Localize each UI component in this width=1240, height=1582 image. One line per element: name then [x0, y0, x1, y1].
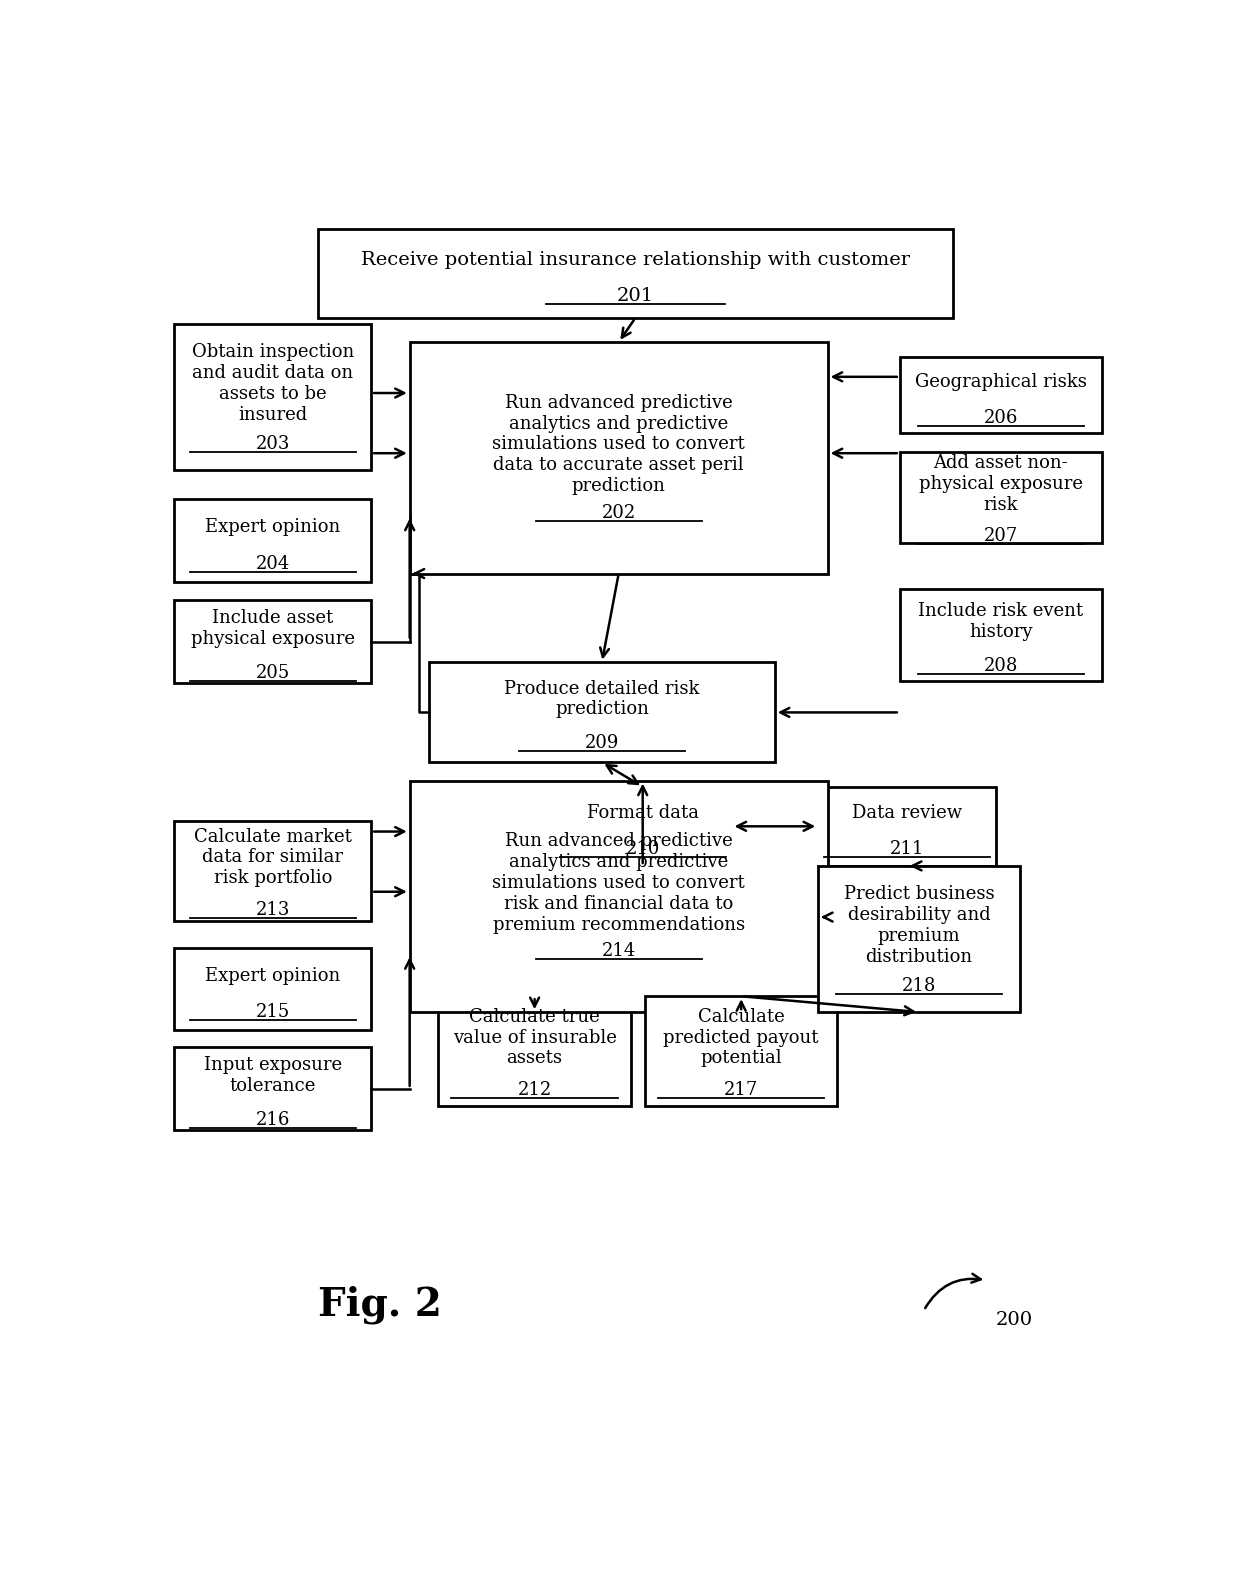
FancyBboxPatch shape — [900, 590, 1101, 680]
FancyBboxPatch shape — [319, 229, 952, 318]
Text: 202: 202 — [601, 503, 636, 522]
Text: Predict business
desirability and
premium
distribution: Predict business desirability and premiu… — [843, 886, 994, 965]
FancyBboxPatch shape — [174, 324, 371, 470]
Text: 215: 215 — [255, 1003, 290, 1020]
FancyBboxPatch shape — [900, 356, 1101, 433]
Text: Format data: Format data — [587, 804, 698, 823]
Text: 218: 218 — [901, 976, 936, 995]
Text: 200: 200 — [996, 1311, 1033, 1329]
FancyBboxPatch shape — [439, 997, 631, 1106]
Text: Produce detailed risk
prediction: Produce detailed risk prediction — [505, 680, 699, 718]
FancyBboxPatch shape — [174, 821, 371, 921]
Text: Expert opinion: Expert opinion — [205, 519, 340, 536]
Text: Receive potential insurance relationship with customer: Receive potential insurance relationship… — [361, 252, 910, 269]
Text: 208: 208 — [983, 657, 1018, 676]
Text: 209: 209 — [585, 734, 619, 753]
Text: Run advanced predictive
analytics and predictive
simulations used to convert
ris: Run advanced predictive analytics and pr… — [492, 832, 745, 933]
Text: 213: 213 — [255, 900, 290, 919]
FancyBboxPatch shape — [174, 600, 371, 683]
Text: Add asset non-
physical exposure
risk: Add asset non- physical exposure risk — [919, 454, 1083, 514]
Text: Fig. 2: Fig. 2 — [319, 1285, 443, 1324]
Text: Obtain inspection
and audit data on
assets to be
insured: Obtain inspection and audit data on asse… — [192, 343, 353, 424]
Text: 210: 210 — [625, 840, 660, 859]
Text: 212: 212 — [517, 1081, 552, 1099]
Text: Calculate
predicted payout
potential: Calculate predicted payout potential — [663, 1008, 818, 1068]
Text: 214: 214 — [601, 941, 636, 960]
FancyBboxPatch shape — [645, 997, 837, 1106]
FancyBboxPatch shape — [174, 500, 371, 582]
Text: Calculate market
data for similar
risk portfolio: Calculate market data for similar risk p… — [193, 827, 352, 888]
Text: 211: 211 — [890, 840, 924, 859]
Text: 205: 205 — [255, 664, 290, 682]
Text: Run advanced predictive
analytics and predictive
simulations used to convert
dat: Run advanced predictive analytics and pr… — [492, 394, 745, 495]
Text: 217: 217 — [724, 1081, 759, 1099]
Text: 203: 203 — [255, 435, 290, 452]
FancyBboxPatch shape — [818, 786, 996, 865]
Text: 206: 206 — [983, 410, 1018, 427]
Text: 204: 204 — [255, 555, 290, 573]
Text: 216: 216 — [255, 1111, 290, 1128]
Text: 207: 207 — [983, 527, 1018, 546]
FancyBboxPatch shape — [409, 342, 828, 574]
Text: 201: 201 — [618, 288, 653, 305]
FancyBboxPatch shape — [554, 786, 732, 865]
FancyBboxPatch shape — [429, 663, 775, 763]
FancyBboxPatch shape — [818, 865, 1019, 1012]
FancyBboxPatch shape — [900, 452, 1101, 543]
Text: Include risk event
history: Include risk event history — [918, 603, 1084, 641]
Text: Expert opinion: Expert opinion — [205, 967, 340, 984]
FancyBboxPatch shape — [409, 780, 828, 1012]
Text: Calculate true
value of insurable
assets: Calculate true value of insurable assets — [453, 1008, 616, 1068]
Text: Geographical risks: Geographical risks — [915, 373, 1086, 391]
FancyBboxPatch shape — [174, 1047, 371, 1130]
Text: Include asset
physical exposure: Include asset physical exposure — [191, 609, 355, 647]
Text: Input exposure
tolerance: Input exposure tolerance — [203, 1057, 342, 1095]
FancyBboxPatch shape — [174, 948, 371, 1030]
Text: Data review: Data review — [852, 804, 962, 823]
